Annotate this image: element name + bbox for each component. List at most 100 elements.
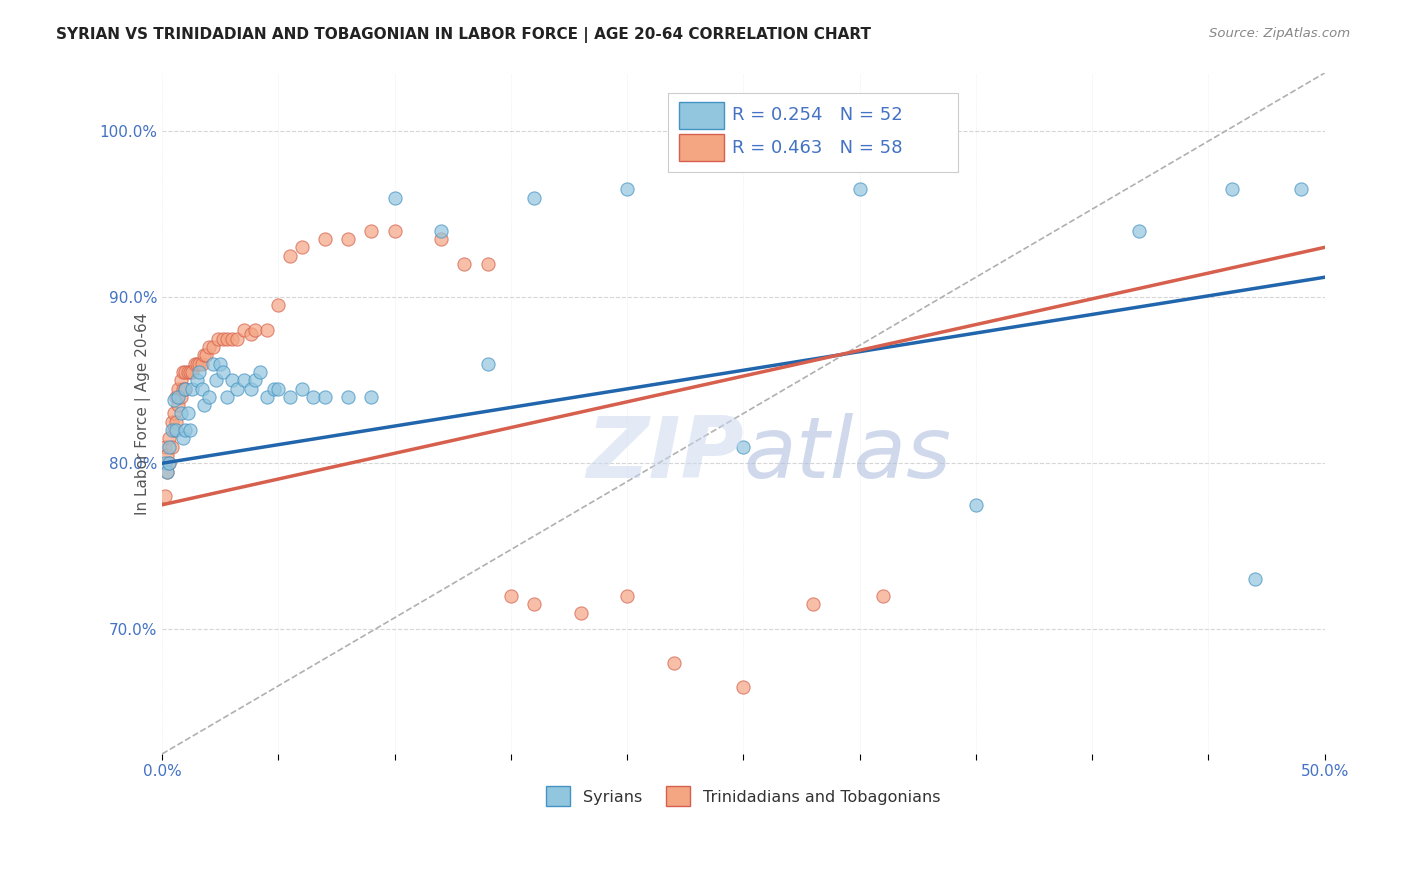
Point bbox=[172, 365, 194, 379]
Point bbox=[733, 440, 755, 454]
Point bbox=[172, 382, 194, 396]
Point bbox=[337, 390, 360, 404]
Point bbox=[291, 382, 314, 396]
Point bbox=[245, 323, 267, 337]
Point bbox=[177, 365, 200, 379]
Point bbox=[211, 332, 233, 346]
Point bbox=[181, 382, 204, 396]
Point bbox=[153, 456, 176, 470]
Point bbox=[190, 382, 212, 396]
Point bbox=[167, 382, 190, 396]
Text: ZIP: ZIP bbox=[586, 413, 744, 496]
Point bbox=[499, 589, 522, 603]
Point bbox=[1128, 224, 1150, 238]
Point bbox=[384, 224, 406, 238]
Point bbox=[195, 348, 218, 362]
Point bbox=[188, 357, 211, 371]
Point bbox=[267, 382, 290, 396]
Point bbox=[263, 382, 285, 396]
Point bbox=[165, 415, 187, 429]
Point bbox=[197, 390, 219, 404]
Point bbox=[163, 423, 186, 437]
Point bbox=[430, 224, 453, 238]
Point bbox=[616, 182, 638, 196]
Point bbox=[569, 606, 592, 620]
Point bbox=[160, 415, 183, 429]
Point bbox=[165, 390, 187, 404]
Point bbox=[179, 423, 201, 437]
Point bbox=[160, 440, 183, 454]
Point bbox=[225, 382, 247, 396]
Point bbox=[177, 406, 200, 420]
Point bbox=[165, 423, 187, 437]
Point bbox=[872, 589, 894, 603]
Point bbox=[167, 390, 190, 404]
Point bbox=[221, 373, 243, 387]
Text: SYRIAN VS TRINIDADIAN AND TOBAGONIAN IN LABOR FORCE | AGE 20-64 CORRELATION CHAR: SYRIAN VS TRINIDADIAN AND TOBAGONIAN IN … bbox=[56, 27, 872, 43]
Point bbox=[211, 365, 233, 379]
Point bbox=[202, 340, 225, 354]
Point bbox=[184, 357, 207, 371]
Point bbox=[337, 232, 360, 246]
Point bbox=[153, 490, 176, 504]
Bar bbox=[679, 135, 724, 161]
Point bbox=[190, 357, 212, 371]
Point bbox=[197, 340, 219, 354]
Point bbox=[1220, 182, 1243, 196]
Point bbox=[477, 257, 499, 271]
Text: R = 0.254   N = 52: R = 0.254 N = 52 bbox=[731, 106, 903, 124]
Point bbox=[314, 390, 336, 404]
Point bbox=[157, 431, 180, 445]
Point bbox=[360, 224, 382, 238]
Text: Source: ZipAtlas.com: Source: ZipAtlas.com bbox=[1209, 27, 1350, 40]
Point bbox=[1244, 573, 1267, 587]
Point bbox=[477, 357, 499, 371]
Bar bbox=[679, 102, 724, 128]
Point bbox=[249, 365, 271, 379]
Point bbox=[225, 332, 247, 346]
Point bbox=[174, 382, 197, 396]
Point bbox=[193, 398, 215, 412]
Point bbox=[170, 406, 193, 420]
Point bbox=[239, 382, 262, 396]
Point bbox=[221, 332, 243, 346]
Point bbox=[360, 390, 382, 404]
Point bbox=[209, 357, 232, 371]
Point bbox=[453, 257, 475, 271]
Point bbox=[245, 373, 267, 387]
Point bbox=[202, 357, 225, 371]
Point bbox=[267, 298, 290, 312]
Point bbox=[430, 232, 453, 246]
Point bbox=[170, 373, 193, 387]
Point bbox=[965, 498, 987, 512]
Text: atlas: atlas bbox=[744, 413, 952, 496]
Point bbox=[207, 332, 229, 346]
Point bbox=[186, 373, 208, 387]
Point bbox=[384, 190, 406, 204]
Point bbox=[160, 423, 183, 437]
Point bbox=[801, 598, 824, 612]
Point bbox=[278, 390, 301, 404]
Point bbox=[848, 182, 870, 196]
Point bbox=[174, 382, 197, 396]
Text: R = 0.463   N = 58: R = 0.463 N = 58 bbox=[731, 139, 903, 157]
Point bbox=[523, 598, 546, 612]
Point bbox=[193, 348, 215, 362]
Point bbox=[156, 448, 179, 462]
Point bbox=[616, 589, 638, 603]
Point bbox=[157, 440, 180, 454]
Point bbox=[256, 323, 278, 337]
Point bbox=[232, 373, 254, 387]
Point bbox=[170, 390, 193, 404]
Point bbox=[278, 249, 301, 263]
Point bbox=[188, 365, 211, 379]
Point bbox=[174, 423, 197, 437]
Point bbox=[163, 406, 186, 420]
Point bbox=[217, 390, 239, 404]
Point bbox=[172, 431, 194, 445]
Y-axis label: In Labor Force | Age 20-64: In Labor Force | Age 20-64 bbox=[135, 312, 150, 515]
Point bbox=[167, 398, 190, 412]
Point bbox=[157, 456, 180, 470]
Point bbox=[204, 373, 226, 387]
Point bbox=[232, 323, 254, 337]
